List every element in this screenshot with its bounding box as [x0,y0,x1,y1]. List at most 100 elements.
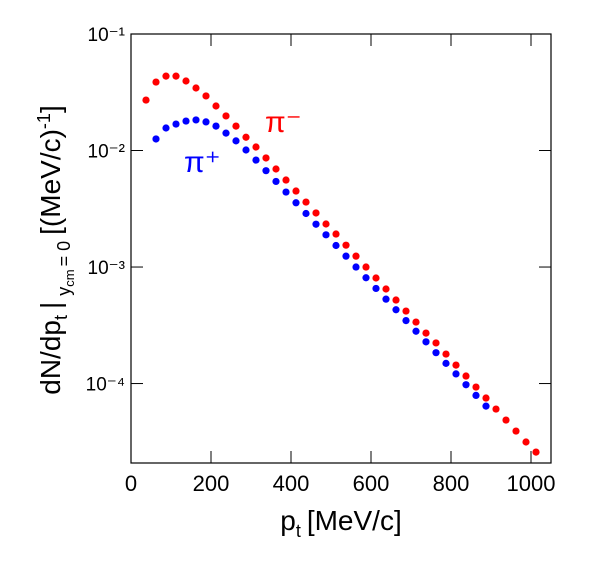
data-point [202,92,210,100]
data-point [162,72,170,80]
data-point [172,72,180,80]
y-label-cond-eq: = 0 [54,241,74,267]
y-label-unit-sup: -1 [34,113,54,129]
data-point [252,143,260,151]
data-point [392,296,400,304]
y-label-cond: y [54,287,74,296]
data-point [322,231,330,239]
data-point [192,84,200,92]
x-axis-label: pt [MeV/c] [280,505,402,541]
data-point [512,427,520,435]
y-label-close: ] [35,105,66,113]
data-point [212,122,220,130]
data-point [442,359,450,367]
data-point [282,188,290,196]
data-point [432,339,440,347]
data-point [472,391,480,400]
data-point [232,137,240,145]
x-tick-label: 1000 [507,471,556,496]
data-point [452,370,460,378]
y-tick-label: 10⁻¹ [88,25,126,46]
data-point [412,318,420,326]
data-point [422,329,430,337]
data-point [222,112,230,120]
data-point [422,338,430,346]
data-point [482,402,490,410]
data-point [202,118,210,126]
data-point [182,77,190,85]
data-point [312,209,320,217]
x-label-sub: t [296,521,301,541]
x-tick-label: 400 [273,471,310,496]
data-point [392,306,400,314]
data-point [182,117,190,125]
y-label-text: dN/dp [35,320,66,395]
data-point [212,102,220,110]
data-point [322,220,330,228]
data-point [292,187,300,195]
data-point [362,274,370,282]
x-label-unit: [MeV/c] [307,505,402,536]
data-point [222,129,230,137]
data-point [272,165,280,173]
data-point [472,383,480,391]
data-point [372,284,380,293]
data-point [242,133,250,141]
data-point [492,405,500,413]
y-tick-label: 10⁻⁴ [86,375,125,396]
y-label-sub: t [51,315,71,320]
data-point [402,307,410,315]
x-tick-label: 800 [433,471,470,496]
data-point [482,394,490,402]
data-point [152,78,160,86]
y-tick-label: 10⁻³ [88,258,126,279]
data-point [452,361,460,369]
data-point [192,116,200,124]
y-label-unit: [(MeV/c) [35,129,66,235]
data-point [332,230,340,238]
data-point [272,177,280,186]
data-point [142,96,150,104]
data-point [352,252,360,260]
series-label: π⁺ [184,146,221,179]
data-point [442,350,450,358]
data-point [352,263,360,271]
plot-frame [130,33,552,464]
data-point [332,241,340,250]
data-point [402,316,410,325]
data-point [412,327,420,335]
series-label: π⁻ [265,106,302,139]
data-point [262,154,270,162]
x-label-text: p [280,505,296,536]
data-point [242,146,250,154]
y-axis-label: dN/dpt | ycm = 0 [(MeV/c)-1] [34,105,77,394]
data-point [262,167,270,175]
data-point [152,135,160,143]
x-tick-label: 0 [125,471,137,496]
data-point [362,263,370,271]
data-point [372,274,380,282]
data-point [342,241,350,249]
data-point [382,285,390,293]
x-tick-label: 600 [353,471,390,496]
data-point [432,349,440,357]
y-label-bar: | [35,302,66,309]
x-tick-label: 200 [193,471,230,496]
data-point [282,176,290,184]
data-point [252,156,260,164]
data-point [172,120,180,128]
data-point [532,448,540,456]
data-point [232,122,240,130]
data-point [342,252,350,260]
data-point [502,416,510,424]
data-point [162,124,170,132]
y-tick-label: 10⁻² [88,142,126,163]
data-point [382,295,390,303]
data-point [462,372,470,380]
data-point [302,209,310,218]
data-point [292,199,300,207]
data-point [522,438,530,446]
data-point [312,220,320,228]
y-label-cond-sub: cm [62,269,77,286]
